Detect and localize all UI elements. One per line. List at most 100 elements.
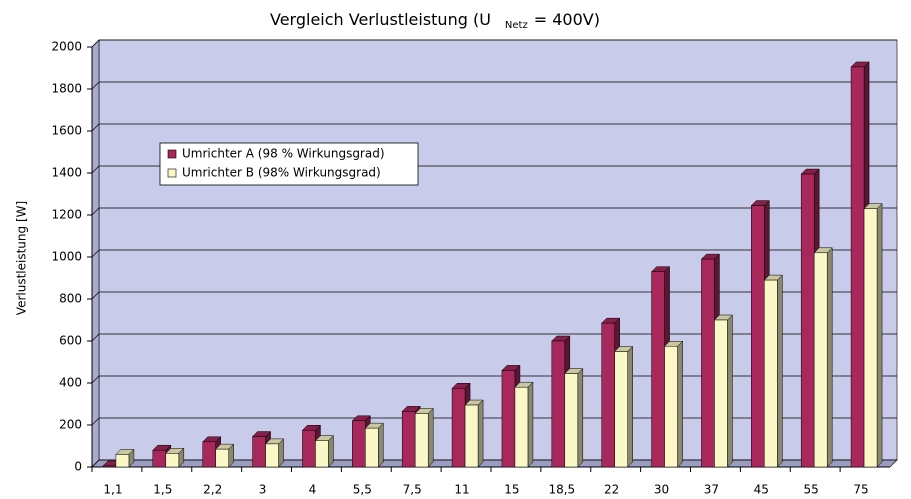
- x-tick-label: 4: [309, 483, 317, 497]
- bar-group: [713, 314, 734, 468]
- y-tick-label: 1600: [51, 124, 82, 138]
- bar-group: [364, 422, 384, 468]
- y-tick-label: 0: [74, 460, 82, 474]
- y-tick-label: 2000: [51, 40, 82, 54]
- x-tick-label: 11: [454, 483, 469, 497]
- bar: [501, 370, 516, 468]
- bar: [352, 420, 366, 468]
- bar-side: [876, 203, 883, 468]
- x-tick-label: 15: [504, 483, 519, 497]
- chart-title: Vergleich Verlustleistung (U Netz = 400V): [270, 10, 600, 32]
- bar: [165, 453, 180, 468]
- bar: [614, 351, 628, 468]
- grid-line: [91, 417, 100, 426]
- x-tick-label: 22: [604, 483, 619, 497]
- bar-group: [813, 247, 833, 468]
- bar: [265, 443, 279, 468]
- bar-group: [614, 345, 634, 468]
- y-tick-label: 1800: [51, 82, 82, 96]
- x-tick-label: 30: [654, 483, 669, 497]
- title-suffix: = 400V): [534, 10, 600, 29]
- grid-line: [91, 459, 100, 468]
- bar-side: [477, 399, 484, 468]
- x-tick-label: 18,5: [548, 483, 575, 497]
- grid-line: [91, 375, 100, 384]
- bar-group: [314, 435, 335, 468]
- x-tick-label: 1,1: [103, 483, 122, 497]
- bar: [664, 346, 678, 468]
- bar-group: [863, 203, 883, 468]
- bar-side: [328, 435, 334, 468]
- x-tick-label: 55: [804, 483, 819, 497]
- bar: [152, 449, 167, 468]
- x-tick-label: 5,5: [353, 483, 372, 497]
- bar: [102, 465, 117, 468]
- legend-box: [159, 142, 419, 186]
- bar: [451, 388, 466, 468]
- bar-group: [663, 340, 684, 468]
- bar: [464, 404, 479, 468]
- bar-group: [564, 367, 584, 468]
- bar: [302, 430, 316, 468]
- bar: [514, 386, 529, 468]
- grid-line: [91, 123, 100, 132]
- bar: [564, 373, 579, 468]
- bar: [551, 340, 566, 468]
- bar: [714, 319, 728, 468]
- grid-line: [91, 333, 100, 342]
- x-tick-label: 37: [704, 483, 719, 497]
- bar-group: [514, 381, 534, 468]
- bar-side: [727, 314, 733, 468]
- legend-swatch: [167, 149, 177, 159]
- bar-group: [414, 407, 434, 468]
- x-tick-label: 75: [853, 483, 868, 497]
- bar: [651, 271, 665, 468]
- grid-line: [91, 39, 100, 48]
- bar: [365, 427, 379, 468]
- title-main: Vergleich Verlustleistung (U: [270, 10, 491, 29]
- bar-group: [763, 274, 783, 468]
- grid-line: [91, 81, 100, 90]
- y-tick-label: 800: [59, 292, 82, 306]
- y-tick-label: 1000: [51, 250, 82, 264]
- grid-line: [91, 165, 100, 174]
- y-tick-label: 1400: [51, 166, 82, 180]
- bar: [252, 436, 266, 468]
- grid-line: [91, 207, 100, 216]
- bar-group: [115, 448, 135, 468]
- grid-line: [91, 249, 100, 258]
- bar: [315, 440, 329, 468]
- bar: [751, 205, 765, 468]
- y-tick-label: 400: [59, 376, 82, 390]
- bar-group: [464, 399, 484, 468]
- bar: [601, 322, 615, 468]
- x-tick-label: 1,5: [153, 483, 172, 497]
- legend-label: Umrichter B (98% Wirkungsgrad): [182, 166, 381, 180]
- y-tick-label: 600: [59, 334, 82, 348]
- x-tick-label: 45: [754, 483, 769, 497]
- x-tick-label: 3: [259, 483, 267, 497]
- bar-side: [627, 345, 633, 468]
- bar-side: [378, 422, 384, 468]
- bar: [215, 448, 229, 468]
- legend-swatch: [167, 168, 177, 178]
- bar-side: [826, 247, 833, 468]
- bar: [800, 173, 815, 468]
- bar: [764, 279, 778, 468]
- legend-label: Umrichter A (98 % Wirkungsgrad): [182, 147, 385, 161]
- y-axis-label: Verlustleistung [W]: [15, 201, 29, 315]
- bar: [202, 441, 216, 468]
- bar: [414, 413, 429, 468]
- bar-group: [264, 438, 285, 468]
- y-tick-label: 1200: [51, 208, 82, 222]
- bar: [701, 258, 715, 468]
- bar: [863, 208, 878, 468]
- x-tick-label: 2,2: [203, 483, 222, 497]
- bar-side: [577, 367, 584, 468]
- bar: [401, 411, 416, 468]
- bar-side: [427, 407, 434, 468]
- bar: [850, 66, 865, 468]
- bar: [813, 252, 828, 468]
- bar-side: [677, 340, 683, 468]
